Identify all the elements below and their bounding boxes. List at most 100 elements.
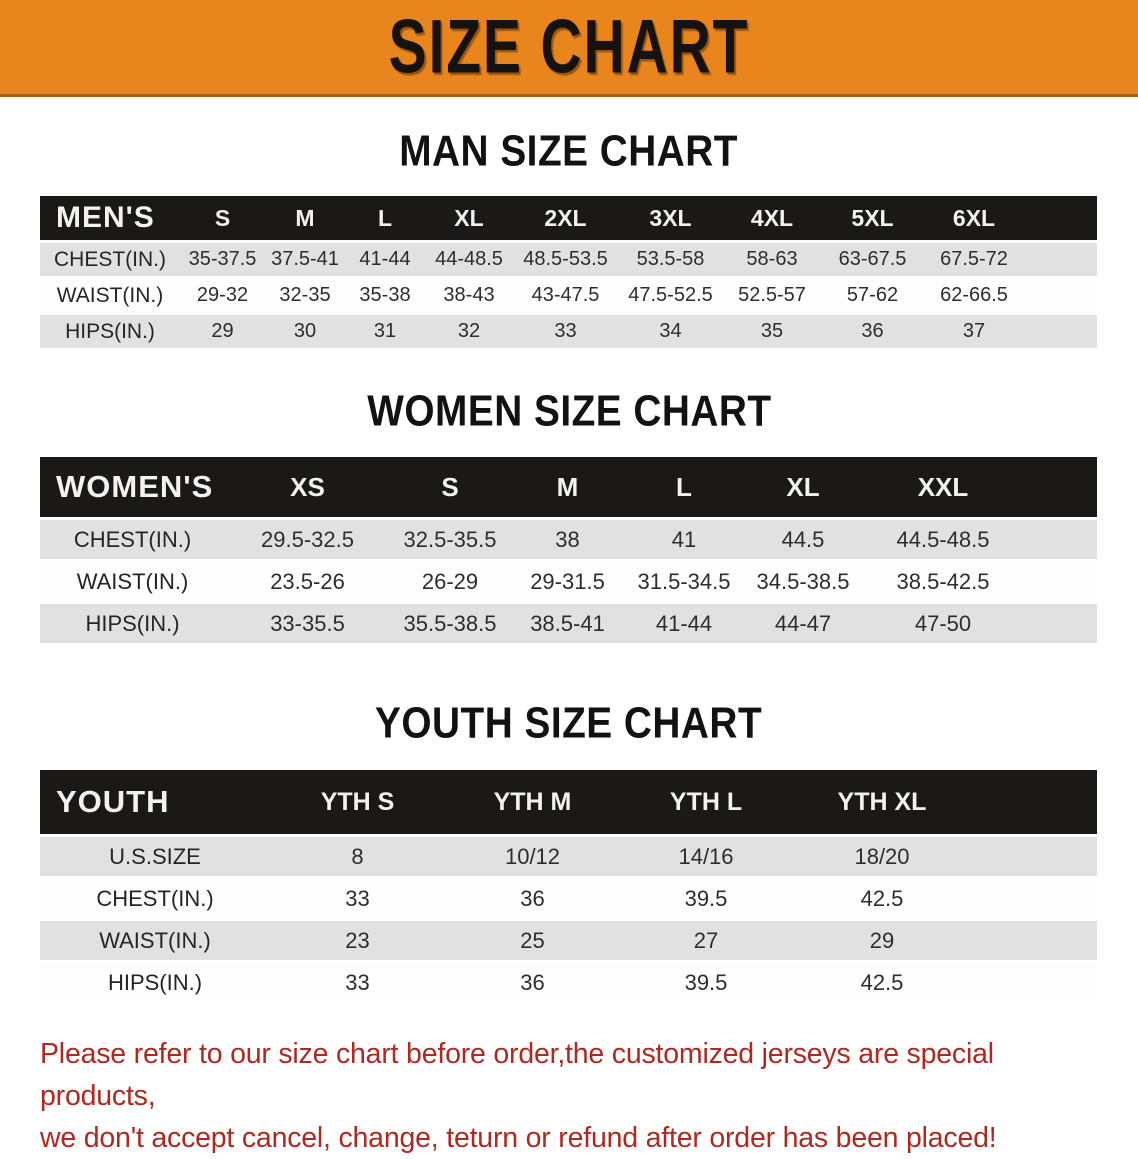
column-header: XS (225, 457, 390, 517)
size-cell: 23 (270, 921, 445, 960)
header-spacer (972, 770, 1097, 834)
size-cell: 43-47.5 (513, 279, 618, 312)
column-header: S (180, 196, 265, 240)
table-corner-label: WOMEN'S (40, 457, 225, 517)
disclaimer-line2: we don't accept cancel, change, teturn o… (40, 1122, 997, 1154)
section-heading: MAN SIZE CHART (0, 126, 1138, 176)
size-cell: 35.5-38.5 (390, 604, 510, 643)
size-table: WOMEN'S XS S M L XL XXL CHEST(IN.) 29.5-32.5 32.5… (40, 454, 1097, 646)
size-cell: 44-47 (743, 604, 863, 643)
size-table: MEN'S S M L XL 2XL 3XL 4XL 5XL 6XL CHEST(IN.) 35-37… (40, 193, 1097, 351)
row-label: WAIST(IN.) (40, 562, 225, 601)
size-cell: 48.5-53.5 (513, 243, 618, 276)
size-cell: 26-29 (390, 562, 510, 601)
size-chart-sections: MAN SIZE CHART MEN'S S M L XL 2XL 3XL 4XL 5XL 6XL C… (0, 126, 1138, 1005)
size-table: YOUTH YTH S YTH M YTH L YTH XL U.S.SIZE 8 10/12… (40, 767, 1097, 1005)
size-cell: 32.5-35.5 (390, 520, 510, 559)
header-spacer (1023, 457, 1097, 517)
size-cell: 38 (510, 520, 625, 559)
size-cell: 35-37.5 (180, 243, 265, 276)
size-cell: 36 (445, 963, 620, 1002)
size-cell: 33 (513, 315, 618, 348)
table-row: HIPS(IN.) 33-35.5 35.5-38.5 38.5-41 41-44 44-… (40, 604, 1097, 643)
column-header: XXL (863, 457, 1023, 517)
size-cell: 37 (924, 315, 1024, 348)
size-cell: 53.5-58 (618, 243, 723, 276)
row-label: WAIST(IN.) (40, 921, 270, 960)
size-cell: 31.5-34.5 (625, 562, 743, 601)
size-cell: 29 (792, 921, 972, 960)
table-row: WAIST(IN.) 29-32 32-35 35-38 38-43 43-47.5 47.… (40, 279, 1097, 312)
size-cell: 67.5-72 (924, 243, 1024, 276)
size-cell: 35 (723, 315, 821, 348)
table-header-row: YOUTH YTH S YTH M YTH L YTH XL (40, 770, 1097, 834)
column-header: YTH S (270, 770, 445, 834)
column-header: L (625, 457, 743, 517)
size-cell: 30 (265, 315, 345, 348)
row-spacer (1023, 604, 1097, 643)
row-label: HIPS(IN.) (40, 604, 225, 643)
row-label: HIPS(IN.) (40, 963, 270, 1002)
disclaimer-line1: Please refer to our size chart before or… (40, 1038, 994, 1112)
header-spacer (1024, 196, 1097, 240)
size-cell: 33 (270, 879, 445, 918)
row-label: WAIST(IN.) (40, 279, 180, 312)
table-row: CHEST(IN.) 29.5-32.5 32.5-35.5 38 41 44.5 44.5… (40, 520, 1097, 559)
section-heading-text: YOUTH SIZE CHART (375, 698, 763, 748)
size-cell: 39.5 (620, 963, 792, 1002)
table-row: WAIST(IN.) 23 25 27 29 (40, 921, 1097, 960)
row-spacer (972, 921, 1097, 960)
column-header: YTH L (620, 770, 792, 834)
size-cell: 35-38 (345, 279, 425, 312)
section-heading-text: MAN SIZE CHART (399, 126, 739, 176)
table-header-row: MEN'S S M L XL 2XL 3XL 4XL 5XL 6XL (40, 196, 1097, 240)
section-heading: WOMEN SIZE CHART (0, 386, 1138, 436)
section-heading-text: WOMEN SIZE CHART (366, 386, 772, 436)
row-spacer (972, 963, 1097, 1002)
row-spacer (1023, 562, 1097, 601)
row-spacer (972, 837, 1097, 876)
table-row: CHEST(IN.) 33 36 39.5 42.5 (40, 879, 1097, 918)
size-cell: 18/20 (792, 837, 972, 876)
section-heading: YOUTH SIZE CHART (0, 698, 1138, 748)
size-cell: 36 (821, 315, 924, 348)
row-spacer (1024, 315, 1097, 348)
size-cell: 23.5-26 (225, 562, 390, 601)
column-header: M (510, 457, 625, 517)
size-cell: 44-48.5 (425, 243, 513, 276)
banner-title: SIZE CHART (388, 4, 750, 90)
table-header-row: WOMEN'S XS S M L XL XXL (40, 457, 1097, 517)
row-label: HIPS(IN.) (40, 315, 180, 348)
table-row: HIPS(IN.) 29 30 31 32 33 34 35 36 37 (40, 315, 1097, 348)
size-cell: 29-32 (180, 279, 265, 312)
size-cell: 58-63 (723, 243, 821, 276)
table-row: HIPS(IN.) 33 36 39.5 42.5 (40, 963, 1097, 1002)
size-cell: 8 (270, 837, 445, 876)
size-cell: 42.5 (792, 963, 972, 1002)
column-header: S (390, 457, 510, 517)
table-corner-label: MEN'S (40, 196, 180, 240)
size-cell: 63-67.5 (821, 243, 924, 276)
size-cell: 27 (620, 921, 792, 960)
size-cell: 38-43 (425, 279, 513, 312)
column-header: 2XL (513, 196, 618, 240)
size-cell: 57-62 (821, 279, 924, 312)
column-header: YTH XL (792, 770, 972, 834)
size-cell: 10/12 (445, 837, 620, 876)
table-row: U.S.SIZE 8 10/12 14/16 18/20 (40, 837, 1097, 876)
size-cell: 44.5-48.5 (863, 520, 1023, 559)
column-header: M (265, 196, 345, 240)
size-cell: 41-44 (345, 243, 425, 276)
table-corner-label: YOUTH (40, 770, 270, 834)
row-spacer (972, 879, 1097, 918)
column-header: 3XL (618, 196, 723, 240)
size-cell: 32-35 (265, 279, 345, 312)
disclaimer-text: Please refer to our size chart before or… (40, 1033, 1110, 1159)
size-cell: 31 (345, 315, 425, 348)
size-cell: 38.5-42.5 (863, 562, 1023, 601)
size-cell: 37.5-41 (265, 243, 345, 276)
table-row: WAIST(IN.) 23.5-26 26-29 29-31.5 31.5-34.5 34… (40, 562, 1097, 601)
column-header: 5XL (821, 196, 924, 240)
table-row: CHEST(IN.) 35-37.5 37.5-41 41-44 44-48.5 48.5… (40, 243, 1097, 276)
size-cell: 44.5 (743, 520, 863, 559)
